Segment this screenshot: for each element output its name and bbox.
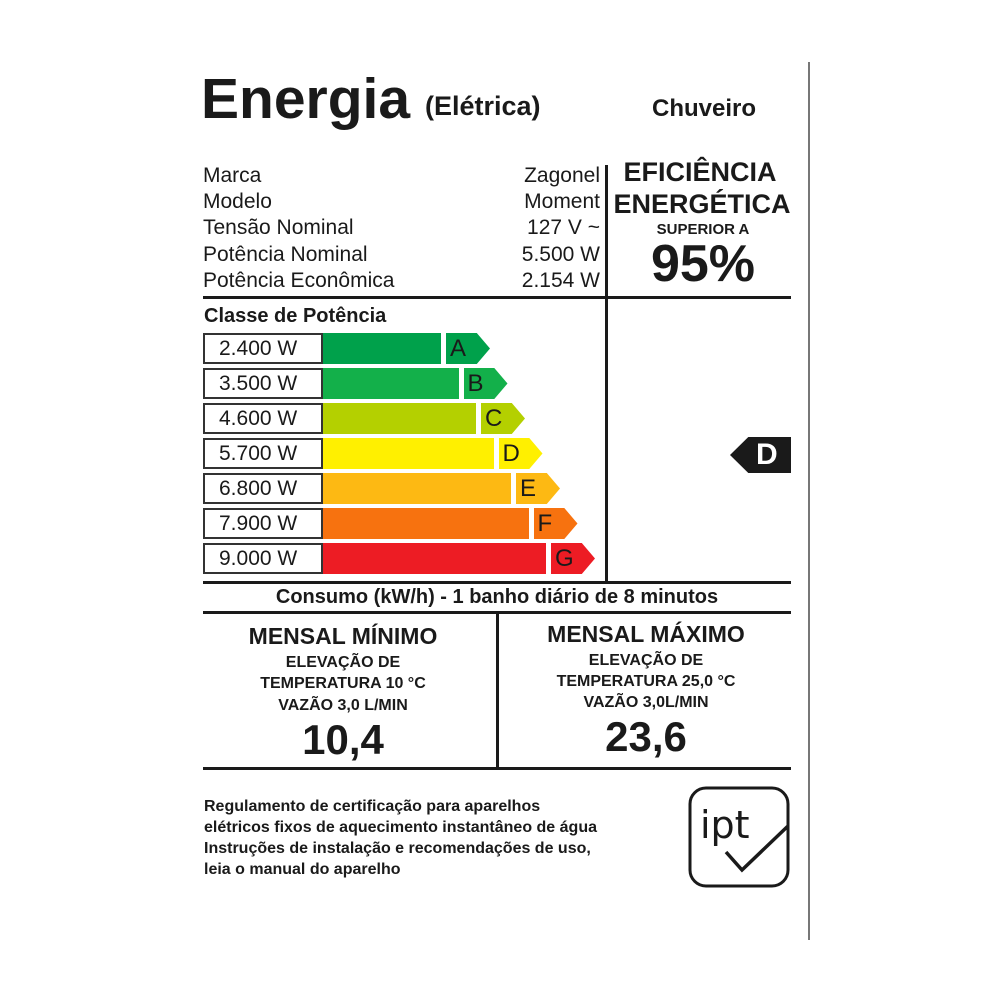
class-letter: G <box>551 543 595 574</box>
page-edge-line <box>808 62 810 940</box>
spec-label: Potência Nominal <box>203 243 368 266</box>
class-row: 4.600 W C <box>203 403 623 434</box>
class-row: 6.800 W E <box>203 473 623 504</box>
class-power: 7.900 W <box>203 508 323 539</box>
class-bar <box>323 438 494 469</box>
class-row: 3.500 W B <box>203 368 623 399</box>
divider <box>605 165 608 582</box>
spec-value: Zagonel <box>524 164 600 187</box>
label-title: Energia <box>201 67 411 131</box>
min-value: 10,4 <box>302 716 384 763</box>
spec-value: 5.500 W <box>521 243 600 266</box>
efficiency-percent: 95% <box>650 235 756 293</box>
spec-value: 2.154 W <box>521 269 600 292</box>
class-bar <box>323 508 529 539</box>
efficiency-line1: EFICIÊNCIA <box>623 157 777 187</box>
footer-line: Instruções de instalação e recomendações… <box>204 840 591 857</box>
class-power: 2.400 W <box>203 333 323 364</box>
product-type: Chuveiro <box>652 95 757 122</box>
class-row: 5.700 W D <box>203 438 623 469</box>
class-power: 4.600 W <box>203 403 323 434</box>
class-letter: C <box>481 403 525 434</box>
divider <box>203 581 791 584</box>
divider <box>203 296 791 299</box>
min-line3: VAZÃO 3,0 L/MIN <box>278 697 408 714</box>
min-title: MENSAL MÍNIMO <box>248 623 438 649</box>
class-letter: E <box>516 473 560 504</box>
spec-value: 127 V ~ <box>527 216 600 239</box>
min-line1: ELEVAÇÃO DE <box>285 654 401 671</box>
class-power: 5.700 W <box>203 438 323 469</box>
spec-value: Moment <box>524 190 600 213</box>
class-letter: A <box>446 333 490 364</box>
spec-label: Modelo <box>203 190 272 213</box>
class-power: 9.000 W <box>203 543 323 574</box>
class-bar <box>323 368 459 399</box>
class-bar <box>323 403 476 434</box>
class-power: 6.800 W <box>203 473 323 504</box>
max-value: 23,6 <box>605 713 687 760</box>
ipt-logo: ipt <box>688 786 790 888</box>
footer-text: Regulamento de certificação para aparelh… <box>204 796 597 880</box>
class-letter: F <box>533 508 578 539</box>
label-subtitle: (Elétrica) <box>425 91 541 121</box>
class-row: 2.400 W A <box>203 333 623 364</box>
footer-line: Regulamento de certificação para aparelh… <box>204 798 541 815</box>
divider <box>496 612 499 768</box>
max-line1: ELEVAÇÃO DE <box>588 652 704 669</box>
min-line2: TEMPERATURA 10 °C <box>260 675 426 692</box>
class-power: 3.500 W <box>203 368 323 399</box>
class-bar <box>323 473 511 504</box>
class-bar <box>323 333 441 364</box>
efficiency-line2: ENERGÉTICA <box>613 189 791 219</box>
consumption-title: Consumo (kW/h) - 1 banho diário de 8 min… <box>275 586 719 608</box>
max-title: MENSAL MÁXIMO <box>547 621 745 647</box>
spec-label: Marca <box>203 164 262 187</box>
max-line2: TEMPERATURA 25,0 °C <box>556 673 736 690</box>
class-bar <box>323 543 546 574</box>
footer-line: elétricos fixos de aquecimento instantân… <box>204 819 597 836</box>
efficiency-line3: SUPERIOR A <box>656 221 750 238</box>
divider <box>203 767 791 770</box>
class-letter: D <box>498 438 543 469</box>
rating-indicator: D <box>730 437 791 473</box>
class-letter: B <box>463 368 508 399</box>
ipt-check-icon: ipt <box>688 786 790 888</box>
max-line3: VAZÃO 3,0L/MIN <box>583 694 709 711</box>
class-title: Classe de Potência <box>204 305 387 327</box>
class-row: 9.000 W G <box>203 543 623 574</box>
spec-label: Potência Econômica <box>203 269 395 292</box>
rating-letter: D <box>756 438 778 471</box>
spec-label: Tensão Nominal <box>203 216 354 239</box>
logo-text: ipt <box>700 803 750 847</box>
class-row: 7.900 W F <box>203 508 623 539</box>
footer-line: leia o manual do aparelho <box>204 861 401 878</box>
